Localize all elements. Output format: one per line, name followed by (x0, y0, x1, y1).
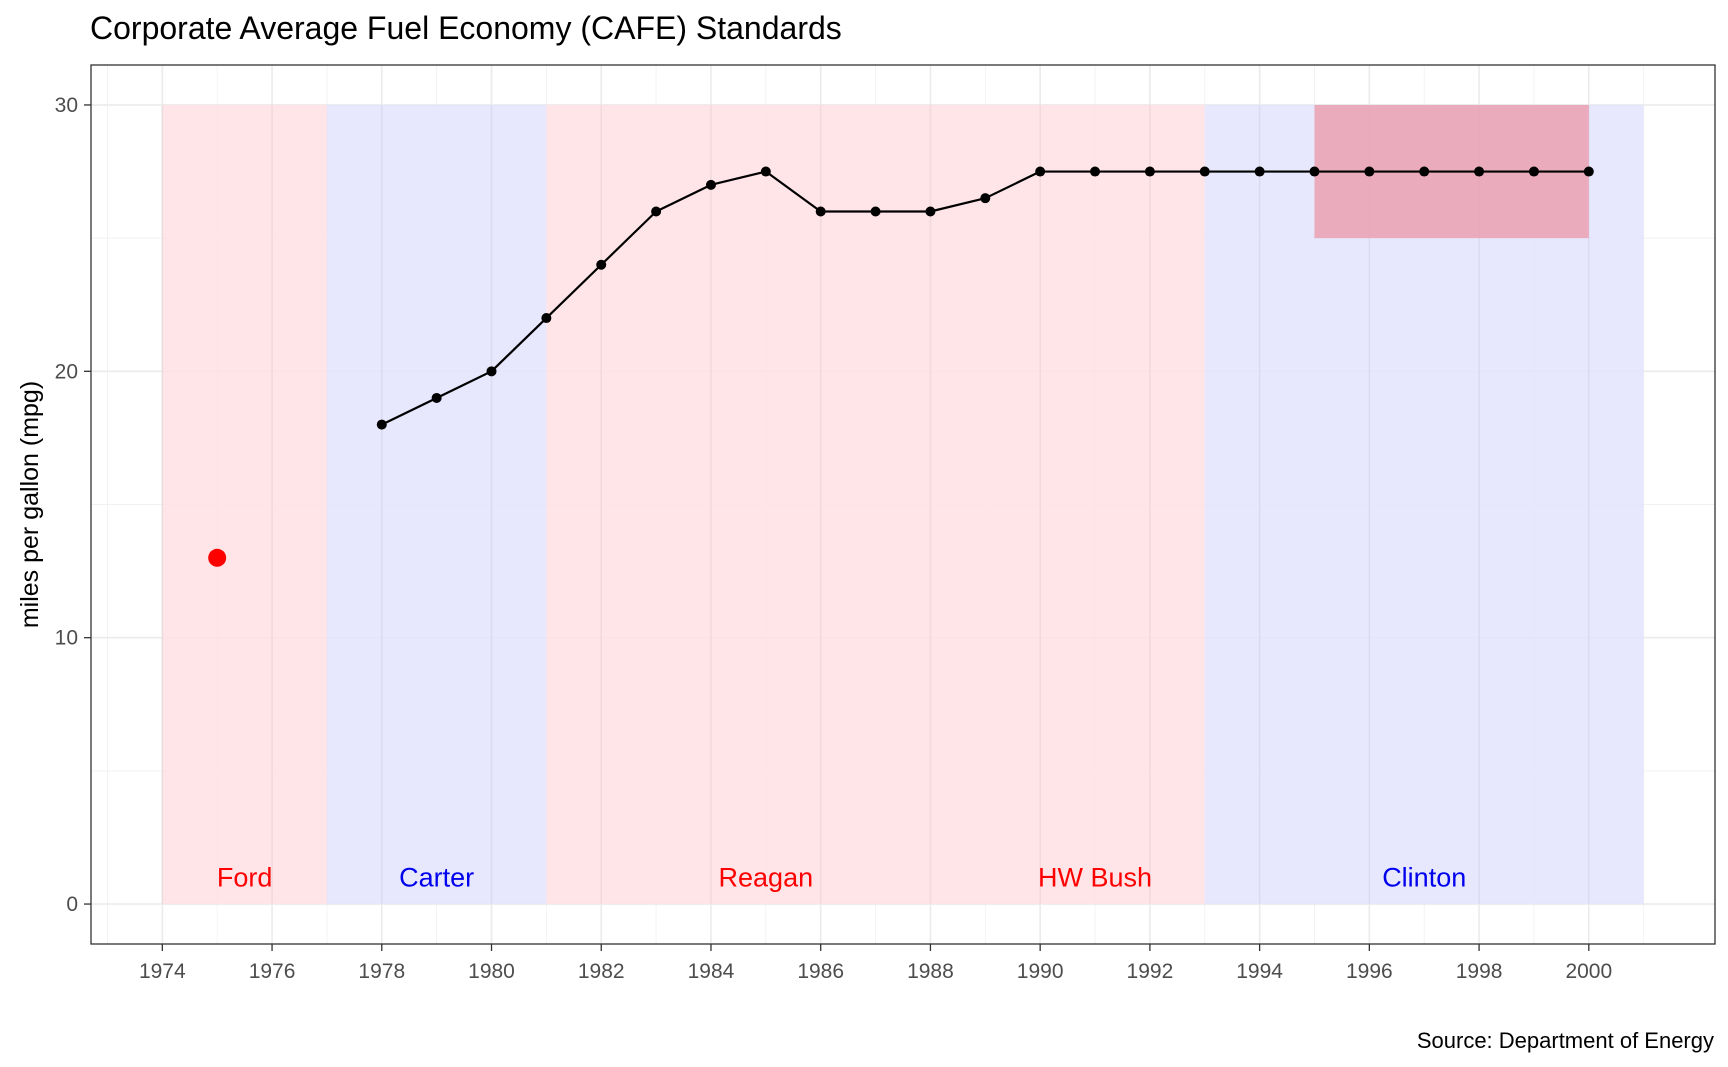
era-label-clinton: Clinton (1382, 862, 1466, 892)
data-point-1996 (1364, 166, 1375, 177)
x-tick-label: 1990 (1017, 960, 1064, 983)
era-grid-overlay (161, 104, 1590, 905)
highlight-point (208, 548, 227, 567)
chart-caption: Source: Department of Energy (1417, 1028, 1714, 1053)
y-tick-label: 30 (55, 94, 78, 117)
data-point-1995 (1309, 166, 1320, 177)
data-point-1988 (925, 206, 936, 217)
data-point-2000 (1583, 166, 1594, 177)
data-point-1982 (596, 259, 607, 270)
data-point-1979 (431, 392, 442, 403)
x-axis: 1974 1976 1978 1980 1982 1984 1986 1988 1990 1992… (139, 944, 1612, 983)
data-point-1998 (1474, 166, 1485, 177)
plot-panel: Ford Carter Reagan HW Bush Clinton (90, 64, 1716, 945)
data-point-1990 (1035, 166, 1046, 177)
data-point-1986 (815, 206, 826, 217)
x-tick-label: 1986 (797, 960, 844, 983)
x-tick-label: 1984 (688, 960, 735, 983)
data-point-1994 (1254, 166, 1265, 177)
x-tick-label: 1992 (1127, 960, 1174, 983)
era-rect-ford (162, 104, 327, 905)
x-tick-label: 1998 (1456, 960, 1503, 983)
data-point-1985 (760, 166, 771, 177)
data-point-1999 (1528, 166, 1539, 177)
data-point-1987 (870, 206, 881, 217)
era-rect-hw-bush (985, 104, 1205, 905)
era-labels: Ford Carter Reagan HW Bush Clinton (217, 862, 1466, 892)
x-tick-label: 1980 (468, 960, 515, 983)
x-tick-label: 1982 (578, 960, 625, 983)
x-tick-label: 1978 (358, 960, 405, 983)
x-tick-label: 1976 (249, 960, 296, 983)
x-tick-label: 1974 (139, 960, 186, 983)
panel-border (90, 64, 1716, 945)
era-rect-reagan (546, 104, 986, 905)
data-point-1981 (541, 313, 552, 324)
x-tick-label: 1994 (1236, 960, 1283, 983)
era-label-hw-bush: HW Bush (1038, 862, 1152, 892)
era-label-ford: Ford (217, 862, 273, 892)
era-label-carter: Carter (399, 862, 474, 892)
x-tick-label: 2000 (1565, 960, 1612, 983)
data-point-1993 (1199, 166, 1210, 177)
y-axis-label: miles per gallon (mpg) (16, 381, 44, 628)
x-tick-label: 1988 (907, 960, 954, 983)
data-point-1978 (376, 419, 387, 430)
data-point-1991 (1090, 166, 1101, 177)
y-axis: 0 10 20 30 (55, 94, 91, 916)
data-point-1983 (651, 206, 662, 217)
data-point-1992 (1144, 166, 1155, 177)
x-tick-label: 1996 (1346, 960, 1393, 983)
chart-title: Corporate Average Fuel Economy (CAFE) St… (90, 10, 842, 46)
cafe-series (208, 166, 1594, 567)
y-tick-label: 10 (55, 627, 78, 650)
y-tick-label: 0 (66, 893, 78, 916)
data-point-1984 (705, 179, 716, 190)
data-point-1980 (486, 366, 497, 377)
data-point-1997 (1419, 166, 1430, 177)
era-rect-carter (326, 104, 547, 905)
data-point-1989 (980, 193, 991, 204)
era-label-reagan: Reagan (719, 862, 814, 892)
y-tick-label: 20 (55, 360, 78, 383)
